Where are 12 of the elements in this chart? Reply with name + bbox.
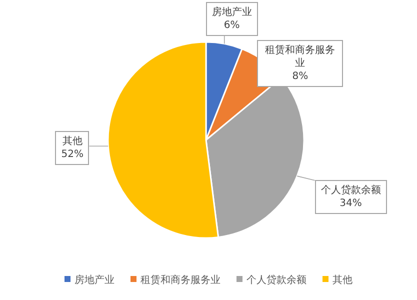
data-label: 8% (291, 70, 310, 83)
legend-label: 房地产业 (74, 274, 114, 286)
legend-label: 其他 (332, 274, 352, 286)
legend-label: 租赁和商务服务业 (140, 274, 220, 286)
slice-label: 个人贷款余额 (320, 184, 381, 198)
legend-label: 个人贷款余额 (246, 274, 306, 286)
slice-label: 租赁和商务服务业 (264, 44, 336, 70)
data-label: 6% (222, 19, 241, 32)
data-label: 52% (61, 148, 84, 162)
data-label: 34% (338, 197, 363, 210)
slice-label: 其他 (61, 135, 84, 148)
slice-label: 房地产业 (212, 6, 252, 19)
